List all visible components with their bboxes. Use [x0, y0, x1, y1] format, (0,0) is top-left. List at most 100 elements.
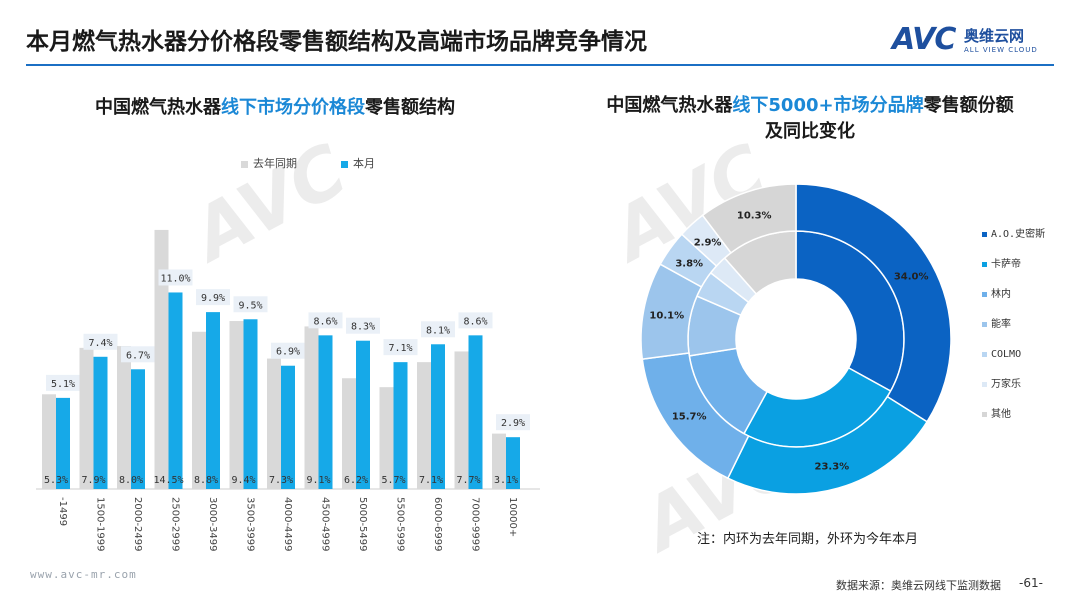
bar-this-month [506, 437, 520, 489]
donut-legend-label: A.O.史密斯 [991, 229, 1046, 240]
data-label-this-month: 11.0% [160, 273, 190, 284]
data-label-last-year: 7.3% [269, 475, 293, 486]
donut-legend-swatch [982, 382, 987, 387]
legend-swatch-this-month [341, 160, 348, 168]
x-tick-label: 1500-1999 [95, 497, 106, 552]
bar-this-month [131, 369, 145, 489]
bar-last-year [304, 326, 319, 489]
data-label-box [121, 346, 155, 363]
data-label-last-year: 3.1% [494, 475, 518, 486]
page-title: 本月燃气热水器分价格段零售额结构及高端市场品牌竞争情况 [26, 29, 647, 55]
legend-label-last-year: 去年同期 [253, 157, 297, 170]
slice-label: 10.1% [649, 311, 684, 322]
data-label-last-year: 7.1% [419, 475, 443, 486]
bar-this-month [468, 335, 483, 489]
slice-label: 2.9% [694, 238, 722, 249]
donut-legend-label: 能率 [991, 319, 1011, 330]
donut-legend-label: 林内 [991, 289, 1011, 300]
x-tick-label: 2000-2499 [132, 497, 143, 552]
data-label-last-year: 8.8% [194, 475, 218, 486]
bar-chart-title-highlight: 线下市场分价格段 [221, 97, 365, 118]
x-tick-label: 4500-4999 [320, 497, 331, 552]
x-tick-label: 6000-6999 [432, 497, 443, 552]
data-label-box [458, 312, 493, 329]
data-label-this-month: 6.9% [276, 347, 300, 358]
data-label-box [271, 342, 305, 359]
footer-url: www.avc-mr.com [30, 568, 137, 581]
x-tick-label: 7000-9999 [470, 497, 481, 552]
x-tick-label: 3500-3999 [245, 497, 256, 552]
donut-chart-title-part-3: 零售额份额及同比变化 [765, 95, 1014, 142]
outer-ring-slice [795, 183, 952, 423]
bar-this-month [281, 365, 295, 489]
legend-item-last-year: 去年同期 [241, 155, 297, 171]
logo-english-name: ALL VIEW CLOUD [964, 46, 1038, 54]
data-label-this-month: 9.9% [201, 293, 225, 304]
donut-chart-title-highlight: 线下5000+市场分品牌 [732, 95, 924, 116]
data-label-this-month: 8.6% [313, 316, 337, 327]
legend-label-this-month: 本月 [353, 157, 375, 170]
x-tick-label: 5500-5999 [395, 497, 406, 552]
data-label-box [421, 321, 455, 338]
data-label-this-month: 8.6% [463, 316, 487, 327]
x-tick-label: -1499 [57, 497, 68, 526]
bar-this-month [93, 356, 108, 489]
legend-item-this-month: 本月 [341, 155, 375, 171]
bar-last-year [454, 351, 469, 489]
data-label-box [158, 269, 193, 286]
bar-last-year [267, 358, 281, 489]
data-label-box [196, 289, 230, 306]
data-label-box [383, 339, 418, 356]
page-number: -61- [1019, 576, 1043, 590]
bar-last-year [492, 433, 506, 489]
x-tick-label: 3000-3499 [207, 497, 218, 552]
slice-label: 34.0% [894, 272, 929, 283]
bar-last-year [342, 378, 356, 489]
data-label-this-month: 9.5% [238, 300, 262, 311]
title-divider [26, 64, 1054, 66]
data-label-box [496, 414, 530, 431]
data-label-last-year: 8.0% [119, 475, 143, 486]
chart-note: 注：内环为去年同期，外环为今年本月 [697, 532, 919, 547]
data-label-last-year: 5.3% [44, 475, 68, 486]
donut-chart-title: 中国燃气热水器线下5000+市场分品牌零售额份额及同比变化 [600, 93, 1020, 145]
donut-legend-swatch [982, 352, 987, 357]
bar-chart: 5.1% 5.3% -1499 7.4% 7.9% 1500-1999 6.7% 8.0% 20… [36, 229, 540, 552]
slice-label: 10.3% [737, 210, 772, 221]
x-tick-label: 2500-2999 [170, 497, 181, 552]
donut-chart-title-part-1: 中国燃气热水器 [606, 95, 733, 116]
donut-chart: 34.0% 23.3% 15.7% 10.1% 3.8% 2.9% 10.3% [640, 183, 952, 495]
donut-legend-swatch [982, 322, 987, 327]
data-label-this-month: 2.9% [501, 418, 525, 429]
bar-this-month [431, 344, 445, 489]
bar-this-month [318, 335, 333, 489]
logo-chinese-name: 奥维云网 [964, 27, 1025, 45]
donut-legend-swatch [982, 292, 987, 297]
donut-legend-label: 卡萨帝 [991, 259, 1021, 270]
data-label-box [233, 296, 268, 313]
data-label-last-year: 9.4% [231, 475, 255, 486]
bar-last-year [192, 331, 206, 489]
x-tick-label: 5000-5499 [357, 497, 368, 552]
slice-label: 23.3% [815, 462, 850, 473]
data-label-this-month: 8.1% [426, 325, 450, 336]
data-label-box [46, 374, 80, 391]
data-label-this-month: 6.7% [126, 350, 150, 361]
legend-swatch-last-year [241, 160, 248, 168]
bar-last-year [154, 229, 169, 489]
slice-label: 15.7% [672, 412, 707, 423]
bar-last-year [417, 362, 431, 489]
bar-chart-title: 中国燃气热水器线下市场分价格段零售额结构 [60, 93, 490, 119]
data-label-this-month: 8.3% [351, 322, 375, 333]
donut-legend-swatch [982, 232, 987, 237]
data-source: 数据来源：奥维云网线下监测数据 [836, 579, 1001, 592]
x-tick-label: 10000+ [507, 497, 518, 537]
data-label-last-year: 7.9% [81, 475, 105, 486]
bar-last-year [379, 387, 394, 489]
logo-mark: AVC [892, 22, 956, 57]
donut-legend-swatch [982, 412, 987, 417]
bar-this-month [206, 312, 220, 489]
donut-legend-label: COLMO [991, 349, 1022, 360]
outer-ring-slice [701, 183, 797, 254]
bar-chart-title-part-1: 中国燃气热水器 [95, 97, 221, 118]
